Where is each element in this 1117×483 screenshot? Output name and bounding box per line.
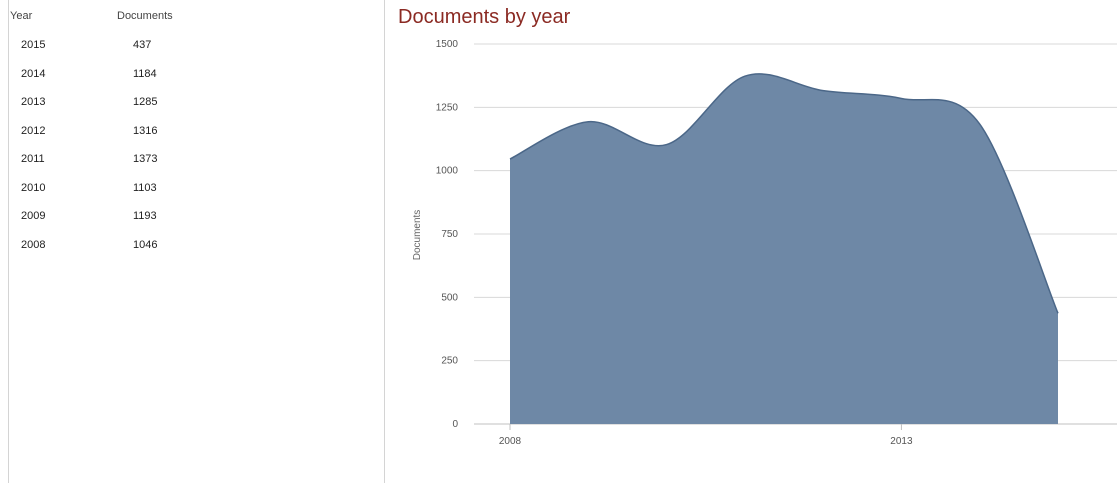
y-axis-ticks: 0 250 500 750 1000 1250 1500	[436, 39, 459, 430]
y-tick-label: 250	[441, 356, 458, 367]
data-point-2008	[508, 157, 513, 162]
year-cell: 2009	[21, 210, 46, 222]
area-fill	[510, 73, 1058, 425]
table-row: 2010 1103	[9, 182, 384, 211]
data-point-2010	[664, 142, 669, 147]
y-tick-label: 1500	[436, 39, 459, 50]
area-chart: 0 250 500 750 1000 1250 1500 2008 2013 Document…	[412, 39, 1117, 447]
table-row: 2011 1373	[9, 153, 384, 182]
year-cell: 2012	[21, 124, 46, 137]
table-row: 2013 1285	[9, 96, 384, 125]
documents-cell: 1285	[133, 96, 158, 108]
data-point-2013	[899, 96, 904, 101]
x-tick-label: 2013	[890, 436, 913, 447]
y-tick-label: 750	[441, 229, 458, 240]
year-cell: 2008	[21, 238, 46, 251]
year-cell: 2014	[21, 67, 46, 80]
y-tick-label: 1000	[436, 166, 459, 177]
data-point-2009	[586, 119, 591, 124]
documents-cell: 1193	[133, 210, 157, 222]
table-row: 2009 1193	[9, 210, 384, 239]
chart-title: Documents by year	[398, 6, 571, 28]
documents-cell: 1103	[133, 181, 157, 194]
table-row: 2015 437	[9, 39, 384, 68]
y-tick-label: 500	[441, 292, 458, 303]
data-point-2011	[742, 74, 747, 79]
data-point-2014	[977, 122, 982, 127]
y-axis-title: Documents	[412, 210, 423, 261]
table-row: 2008 1046	[9, 239, 384, 268]
x-tick-label: 2008	[499, 436, 522, 447]
data-point-2015	[1056, 311, 1061, 316]
area-line	[509, 73, 1059, 314]
table-row: 2014 1184	[9, 68, 384, 97]
documents-cell: 1373	[133, 153, 158, 165]
x-axis-ticks: 2008 2013	[499, 424, 913, 447]
year-cell: 2010	[21, 181, 46, 194]
documents-cell: 437	[133, 39, 152, 51]
year-cell: 2011	[21, 153, 45, 165]
documents-cell: 1316	[133, 124, 158, 137]
year-cell: 2013	[21, 96, 46, 108]
data-point-2012	[821, 88, 826, 93]
documents-cell: 1184	[133, 67, 157, 80]
y-tick-label: 1250	[436, 102, 459, 113]
table-body: 2015 437 2014 1184 2013 1285 2012 1316 2…	[9, 39, 384, 267]
year-cell: 2015	[21, 39, 46, 51]
documents-column-header: Documents	[117, 10, 173, 22]
area-series	[508, 73, 1061, 425]
documents-cell: 1046	[133, 238, 158, 251]
documents-table: Year Documents 2015 437 2014 1184 2013 1…	[8, 0, 385, 483]
year-column-header: Year	[10, 10, 33, 22]
table-row: 2012 1316	[9, 125, 384, 154]
y-tick-label: 0	[452, 419, 458, 430]
